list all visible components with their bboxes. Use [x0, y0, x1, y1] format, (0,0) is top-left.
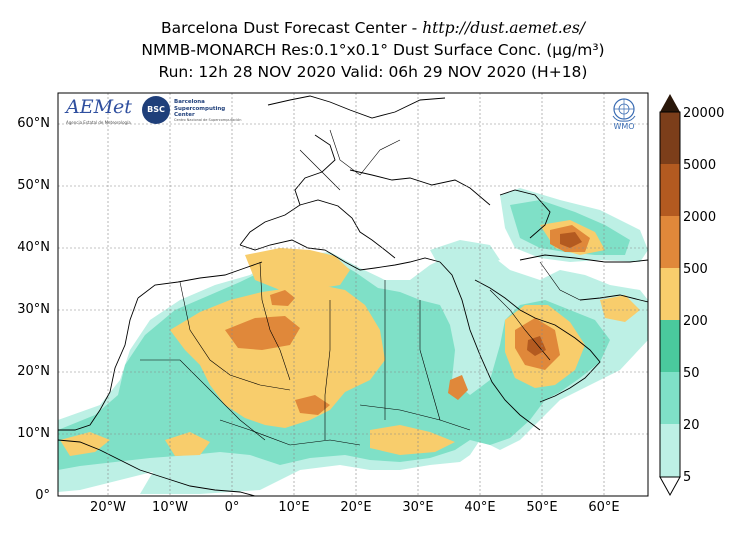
- lat-tick-label: 60°N: [17, 116, 50, 131]
- lat-tick-label: 20°N: [17, 364, 50, 379]
- lon-tick-label: 0°: [224, 500, 240, 515]
- lat-tick-label: 30°N: [17, 302, 50, 317]
- lat-tick-label: 10°N: [17, 426, 50, 441]
- colorbar-bin-200-500: [660, 268, 680, 320]
- lon-tick-label: 40°E: [464, 500, 496, 515]
- lon-tick-label: 50°E: [526, 500, 558, 515]
- lon-tick-label: 10°E: [278, 500, 310, 515]
- wmo-logo-text: WMO: [613, 122, 635, 131]
- colorbar-bin-20-50: [660, 372, 680, 424]
- colorbar-bin-5000-20000: [660, 112, 680, 164]
- aemet-logo: AEMet: [66, 96, 132, 118]
- colorbar-bin-50-200: [660, 320, 680, 372]
- bsc-logo-subtitle: Centro Nacional de Supercomputación: [174, 118, 242, 122]
- lon-tick-label: 60°E: [588, 500, 620, 515]
- colorbar-label: 50: [683, 366, 700, 381]
- lat-tick-label: 50°N: [17, 178, 50, 193]
- map-subtitle: NMMB-MONARCH Res:0.1°x0.1° Dust Surface …: [141, 41, 605, 59]
- wmo-logo: WMO: [609, 96, 639, 134]
- lat-tick-label: 0°: [35, 488, 50, 503]
- colorbar-label: 500: [683, 262, 708, 277]
- colorbar-bin-2000-5000: [660, 164, 680, 216]
- colorbar: [659, 94, 681, 497]
- colorbar-label: 20000: [683, 106, 725, 121]
- colorbar-extend-min: [659, 476, 681, 497]
- lat-tick-label: 40°N: [17, 240, 50, 255]
- colorbar-bin-500-2000: [660, 216, 680, 268]
- wmo-emblem-icon: [612, 98, 636, 122]
- lon-tick-label: 10°W: [152, 500, 188, 515]
- lon-tick-label: 20°E: [340, 500, 372, 515]
- colorbar-label: 200: [683, 314, 708, 329]
- colorbar-bin-5-20: [660, 424, 680, 477]
- colorbar-label: 2000: [683, 210, 717, 225]
- coastlines: [58, 95, 648, 496]
- bsc-logo-icon: BSC: [142, 96, 170, 124]
- country-borders: [140, 129, 581, 446]
- dust-field-extreme: [527, 232, 582, 356]
- lon-tick-label: 30°E: [402, 500, 434, 515]
- map-frame: [57, 92, 649, 497]
- colorbar-frame: [659, 111, 681, 478]
- bsc-logo-name: Barcelona Supercomputing Center: [174, 99, 226, 118]
- map-title: Barcelona Dust Forecast Center - http://…: [0, 19, 746, 38]
- colorbar-label: 20: [683, 418, 700, 433]
- lon-tick-label: 20°W: [90, 500, 126, 515]
- title-url[interactable]: http://dust.aemet.es/: [422, 19, 586, 37]
- colorbar-label: 5: [683, 470, 692, 485]
- map-run-info: Run: 12h 28 NOV 2020 Valid: 06h 29 NOV 2…: [158, 63, 588, 81]
- colorbar-label: 5000: [683, 158, 717, 173]
- colorbar-extend-max: [660, 94, 680, 112]
- aemet-logo-subtitle: Agencia Estatal de Meteorología: [66, 120, 131, 125]
- graticule: [58, 93, 648, 496]
- title-prefix: Barcelona Dust Forecast Center -: [160, 19, 423, 37]
